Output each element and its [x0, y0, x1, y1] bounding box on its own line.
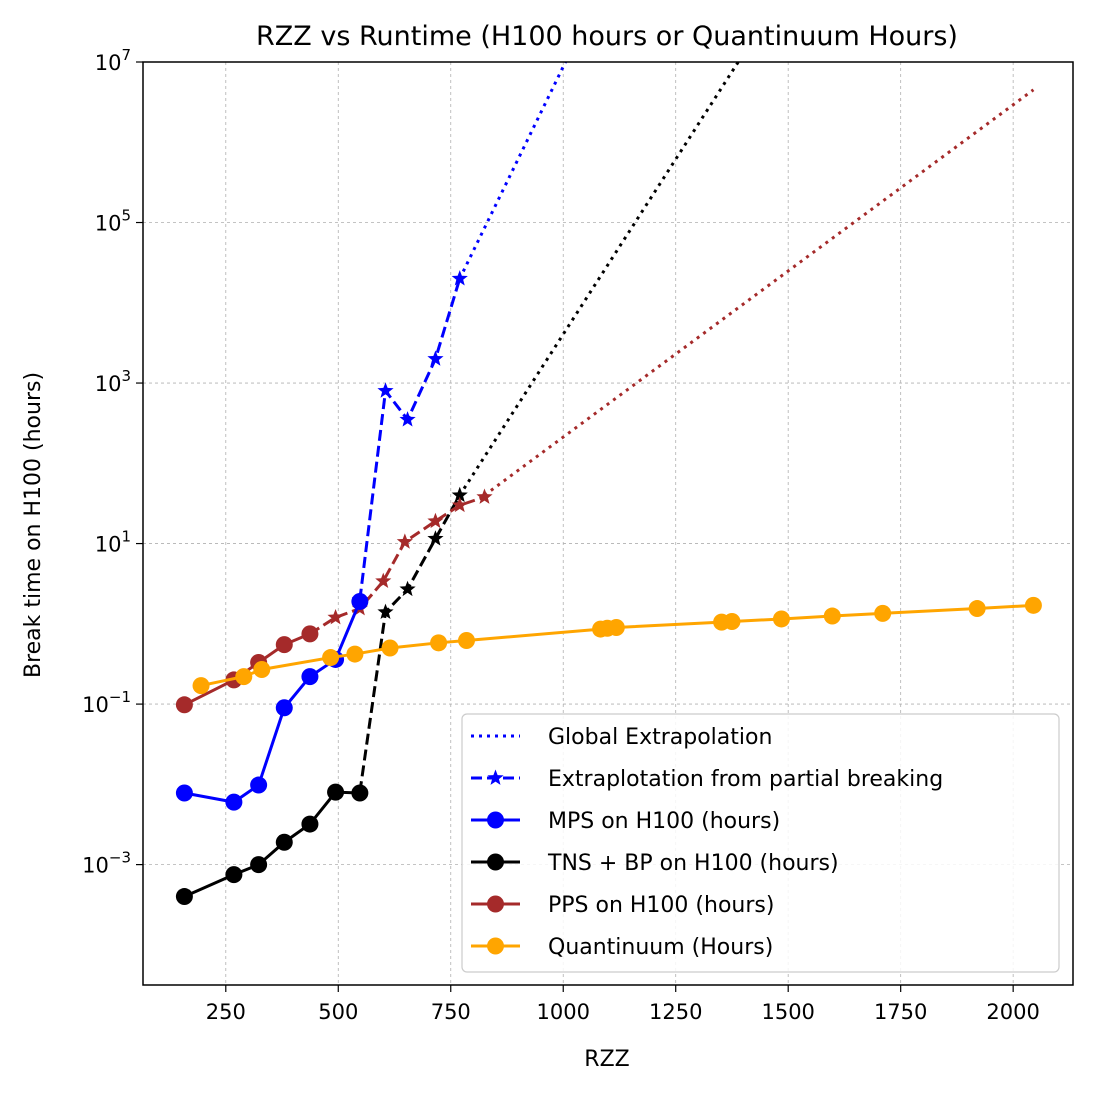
legend-marker [487, 937, 504, 955]
y-tick-base: 10 [95, 212, 122, 236]
legend: Global Extrapolation Extraplotation from … [461, 713, 1060, 973]
data-point [253, 660, 271, 678]
legend-marker [487, 811, 504, 829]
data-point [327, 783, 345, 801]
y-tick-label: 103 [95, 367, 131, 396]
legend-marker [487, 895, 504, 913]
data-point-star [375, 572, 392, 589]
data-point [225, 866, 243, 884]
data-point [301, 815, 319, 833]
data-point-star [399, 580, 416, 597]
y-tick-exponent: 3 [121, 367, 131, 385]
data-point [381, 639, 399, 657]
data-point-star [377, 382, 394, 398]
data-point [175, 696, 193, 714]
data-point [351, 592, 369, 610]
y-tick-label: 10−3 [82, 849, 131, 878]
data-point-star [427, 350, 444, 366]
data-point [823, 607, 841, 625]
x-tick-label: 1500 [761, 1000, 814, 1024]
y-tick-label: 107 [95, 46, 131, 75]
y-tick-exponent: 5 [121, 207, 131, 225]
plot-frame [142, 61, 1074, 986]
data-point [175, 784, 193, 802]
y-tick-base: 10 [82, 693, 109, 717]
x-tick-label: 750 [431, 1000, 471, 1024]
series-tns-bp-on-h100-hours- [175, 783, 369, 906]
data-point [430, 634, 448, 652]
series-pps-global-extrapolation [483, 88, 1035, 497]
data-point [250, 856, 268, 874]
series-line [483, 88, 1035, 497]
y-tick-base: 10 [82, 854, 109, 878]
x-tick-label: 2000 [986, 1000, 1039, 1024]
data-point [607, 618, 625, 636]
series-line [458, 62, 568, 280]
data-point [874, 604, 892, 622]
legend-label: MPS on H100 (hours) [548, 809, 780, 834]
legend-label: Extraplotation from partial breaking [548, 767, 943, 792]
y-tick-exponent: −3 [109, 849, 131, 867]
x-tick-label: 1000 [537, 1000, 590, 1024]
data-point [457, 631, 475, 649]
data-point [351, 784, 369, 802]
data-point [301, 668, 319, 686]
data-point [225, 793, 243, 811]
x-axis-ticks: 250 500 750 1000 1250 1500 1750 2000 [206, 985, 1040, 1024]
data-point [968, 600, 986, 618]
chart-title: RZZ vs Runtime (H100 hours or Quantinuum… [256, 21, 958, 52]
legend-label: Global Extrapolation [548, 725, 772, 750]
data-point-star [451, 496, 468, 513]
data-point [250, 776, 268, 794]
y-tick-label: 105 [95, 207, 131, 236]
data-point [275, 833, 293, 851]
data-point [275, 636, 293, 654]
data-point-star [377, 603, 394, 619]
data-point [322, 649, 340, 667]
data-point-star [396, 533, 413, 549]
legend-label: TNS + BP on H100 (hours) [547, 851, 839, 876]
y-tick-base: 10 [95, 533, 122, 557]
data-point [275, 699, 293, 717]
x-tick-label: 1750 [874, 1000, 927, 1024]
data-point-star [451, 270, 468, 286]
series-mps-global-extrapolation [458, 62, 568, 280]
x-tick-label: 500 [318, 1000, 358, 1024]
y-tick-label: 101 [95, 528, 131, 557]
x-axis-label: RZZ [584, 1047, 629, 1072]
data-point-star [427, 530, 444, 546]
legend-box [461, 713, 1060, 973]
data-point-star [327, 608, 344, 625]
legend-label: Quantinuum (Hours) [548, 935, 773, 960]
y-tick-base: 10 [95, 51, 122, 75]
data-point [235, 668, 253, 686]
y-tick-label: 10−1 [82, 688, 131, 717]
data-point-star [399, 411, 416, 427]
y-tick-exponent: −1 [109, 688, 131, 706]
legend-marker [487, 769, 504, 785]
data-point-star [476, 488, 493, 504]
y-tick-base: 10 [95, 372, 122, 396]
data-point [192, 677, 210, 695]
data-point [175, 888, 193, 906]
data-point [301, 625, 319, 643]
plot-series [175, 62, 1042, 906]
data-point [723, 612, 741, 630]
series-quantinuum-hours- [192, 596, 1042, 695]
y-axis-label: Break time on H100 (hours) [21, 372, 46, 678]
x-tick-label: 1250 [649, 1000, 702, 1024]
data-point [772, 610, 790, 628]
data-point-star [451, 486, 468, 503]
y-tick-exponent: 1 [121, 528, 131, 546]
y-tick-exponent: 7 [121, 46, 131, 64]
x-tick-label: 250 [206, 1000, 246, 1024]
legend-label: PPS on H100 (hours) [548, 893, 774, 918]
data-point-star [427, 512, 444, 529]
data-point [346, 645, 364, 663]
data-point [1024, 596, 1042, 614]
legend-marker [487, 853, 504, 871]
